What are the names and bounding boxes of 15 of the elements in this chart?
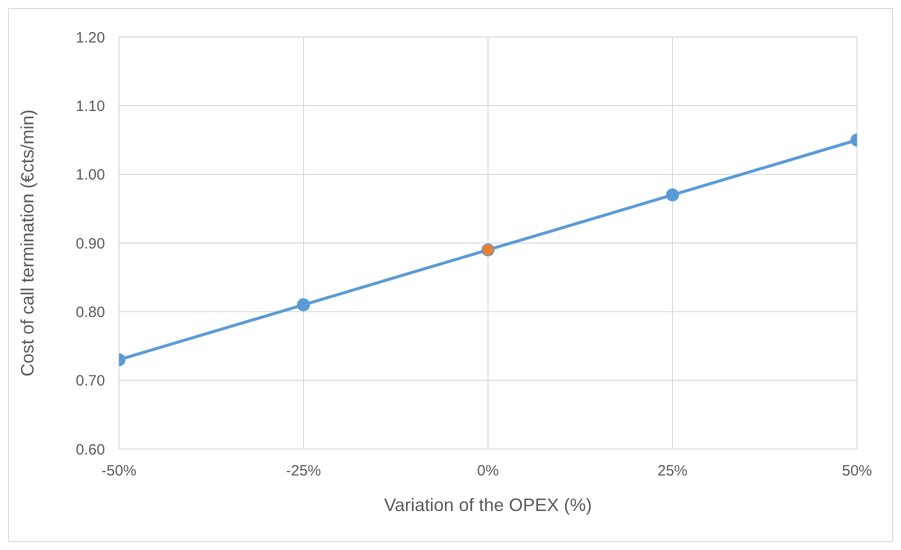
x-tick-label: 50%	[842, 462, 872, 480]
y-tick-label: 1.00	[76, 166, 105, 184]
y-tick-label: 0.80	[76, 304, 105, 321]
y-tick-label: 0.60	[76, 441, 105, 458]
x-axis-title: Variation of the OPEX (%)	[384, 495, 592, 515]
y-axis-title: Cost of call termination (€cts/min)	[17, 109, 38, 377]
x-tick-label: 25%	[657, 462, 688, 480]
point	[482, 243, 494, 256]
x-tick-label: -50%	[101, 462, 137, 480]
y-tick-label: 1.10	[76, 98, 105, 115]
x-tick-label: 0%	[477, 462, 499, 480]
y-tick-label: 0.90	[76, 235, 105, 252]
y-tick-label: 1.20	[76, 29, 105, 46]
y-tick-label: 0.70	[76, 372, 105, 390]
x-tick-label: -25%	[286, 462, 322, 480]
